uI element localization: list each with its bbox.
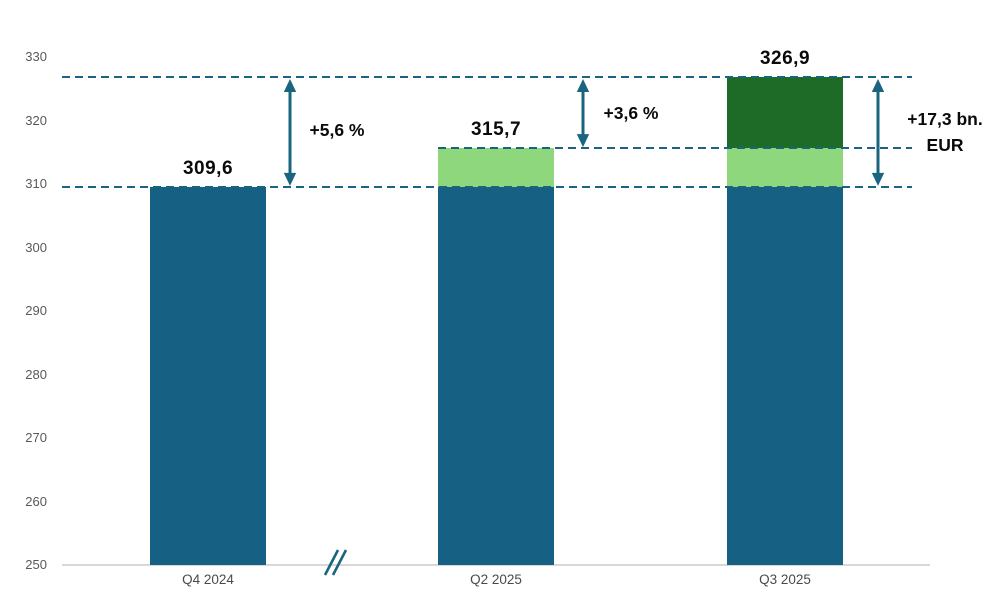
bar-segment-base-level [438, 186, 554, 565]
double-arrow-icon [576, 78, 590, 147]
y-axis-tick-label: 330 [25, 49, 47, 64]
annotation-label-pct-q2-to-q3: +3,6 % [556, 100, 706, 126]
x-axis-baseline [62, 564, 930, 566]
bar-total-label: 309,6 [182, 157, 234, 179]
bar-segment-growth-to-q3-2025 [727, 76, 843, 148]
y-axis-tick-label: 260 [25, 493, 47, 509]
bar-segment-base-level [150, 186, 266, 565]
double-arrow-icon [283, 78, 297, 186]
bar-segment-growth-to-q2-2025 [727, 147, 843, 187]
x-axis-category-label: Q3 2025 [759, 572, 811, 587]
y-axis-tick-label: 280 [25, 366, 47, 382]
y-axis-tick-label: 320 [25, 112, 47, 128]
double-arrow-icon [871, 78, 885, 186]
annotation-line: +17,3 bn. [907, 109, 983, 129]
x-axis-category-label: Q2 2025 [470, 572, 522, 587]
dashed-reference-line [438, 146, 912, 149]
y-axis-tick-label: 270 [25, 430, 47, 445]
x-axis-category-label: Q4 2024 [182, 572, 234, 587]
axis-break-icon [323, 549, 348, 576]
y-axis-tick-label: 250 [25, 557, 47, 572]
bar-segment-growth-to-q2-2025 [438, 147, 554, 187]
annotation-label-pct-q4-to-q3: +5,6 % [262, 117, 412, 143]
y-axis-tick-label: 300 [25, 239, 47, 255]
y-axis-tick-label: 310 [25, 176, 47, 191]
annotation-line: +3,6 % [603, 103, 659, 123]
annotation-label-abs-change: +17,3 bn. EUR [870, 106, 1005, 158]
bar-total-label: 315,7 [470, 118, 522, 140]
dashed-reference-line [62, 75, 912, 78]
y-axis-tick-label: 290 [25, 303, 47, 318]
annotation-line: EUR [926, 135, 964, 155]
annotation-line: +5,6 % [309, 120, 365, 140]
bar-segment-base-level [727, 186, 843, 565]
dashed-reference-line [62, 185, 912, 188]
bar-total-label: 326,9 [759, 47, 811, 69]
